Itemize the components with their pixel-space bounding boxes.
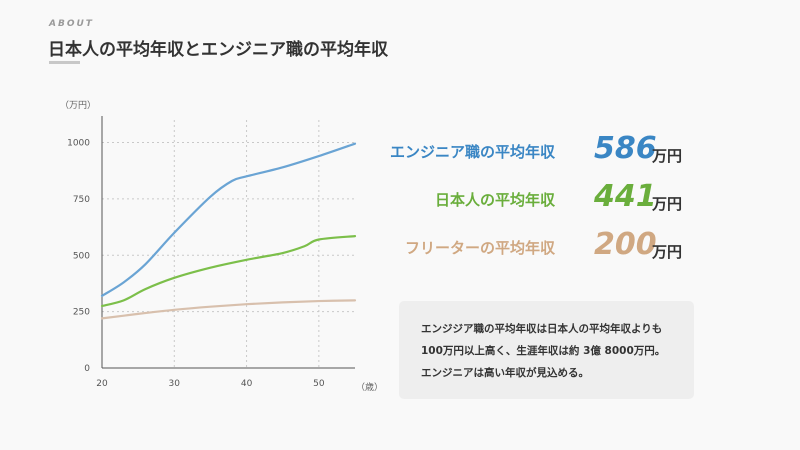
chart-axes xyxy=(101,116,355,369)
series-line-engineer xyxy=(100,142,357,297)
stat-label-freeter: フリーターの平均年収 xyxy=(404,239,555,257)
page-title: 日本人の平均年収とエンジニア職の平均年収 xyxy=(48,40,388,60)
title-underline xyxy=(49,61,80,64)
stat-unit-freeter: 万円 xyxy=(652,243,683,261)
note-line-1: エンジジア職の平均年収は日本人の平均年収よりも xyxy=(421,323,663,335)
chart-grid xyxy=(102,120,355,368)
x-axis-label: （歳） xyxy=(356,381,380,393)
x-tick-label: 50 xyxy=(313,379,325,389)
stat-label-engineer: エンジニア職の平均年収 xyxy=(389,143,555,161)
stat-value-engineer: 586 xyxy=(594,131,657,166)
x-tick-label: 20 xyxy=(96,379,108,389)
stat-label-japanese: 日本人の平均年収 xyxy=(434,191,555,209)
stat-unit-engineer: 万円 xyxy=(652,147,683,165)
stat-unit-japanese: 万円 xyxy=(652,195,683,213)
summary-note: エンジジア職の平均年収は日本人の平均年収よりも 100万円以上高く、生涯年収は約… xyxy=(399,301,694,399)
stats-panel: エンジニア職の平均年収 586 万円 日本人の平均年収 441 万円 フリーター… xyxy=(380,0,710,290)
chart-ticks: 0 250 500 750 1000 20 30 40 50 xyxy=(67,139,325,389)
stat-value-japanese: 441 xyxy=(594,179,657,214)
y-tick-label: 0 xyxy=(84,364,90,374)
eyebrow-label: ABOUT xyxy=(49,19,94,29)
note-line-3: エンジニアは高い年収が見込める。 xyxy=(421,367,589,379)
y-tick-label: 1000 xyxy=(67,139,90,149)
x-tick-label: 30 xyxy=(169,379,181,389)
series-line-japanese xyxy=(100,235,357,308)
stat-value-freeter: 200 xyxy=(594,227,657,262)
y-tick-label: 250 xyxy=(73,308,90,318)
series-line-freeter xyxy=(100,299,357,320)
y-tick-label: 500 xyxy=(73,251,90,261)
note-line-2: 100万円以上高く、生涯年収は約 3億 8000万円。 xyxy=(421,345,666,357)
salary-line-chart: 0 250 500 750 1000 20 30 40 50 （万円） （歳） xyxy=(60,100,380,393)
x-tick-label: 40 xyxy=(241,379,253,389)
chart-series xyxy=(100,142,357,320)
y-axis-label: （万円） xyxy=(60,100,96,111)
y-tick-label: 750 xyxy=(73,195,90,205)
